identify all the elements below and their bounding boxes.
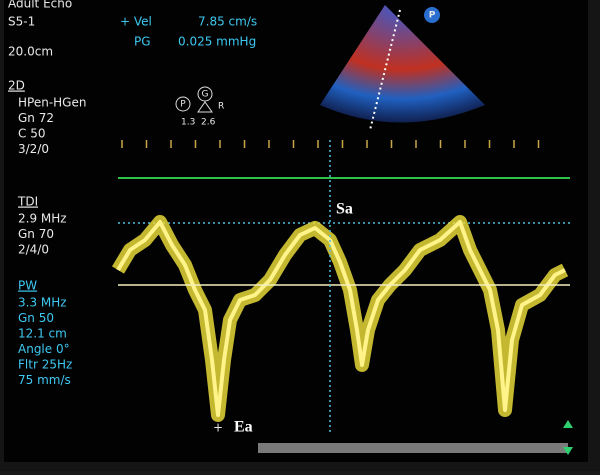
- section-title: 2D: [8, 79, 25, 93]
- icon-label: P: [180, 100, 186, 110]
- setting-line: 75 mm/s: [18, 373, 71, 387]
- setting-line: 2.9 MHz: [18, 212, 67, 226]
- icon-label: G: [202, 90, 209, 100]
- setting-line: 3.3 MHz: [18, 296, 67, 310]
- annotation: Ea: [234, 419, 253, 436]
- setting-line: 2/4/0: [18, 243, 49, 257]
- section-title: PW: [18, 279, 37, 293]
- setting-line: Gn 72: [18, 111, 54, 125]
- setting-line: HPen-HGen: [18, 96, 86, 110]
- probe: S5-1: [8, 15, 35, 29]
- sector-icon-label: P: [429, 11, 436, 21]
- pg-value: 0.025 mmHg: [178, 35, 256, 49]
- pg-label: PG: [134, 35, 151, 49]
- annotation: Sa: [336, 201, 353, 218]
- setting-line: Gn 70: [18, 227, 54, 241]
- vel-value: 7.85 cm/s: [198, 15, 257, 29]
- icon-label: 1.3: [181, 118, 195, 128]
- page: {"header":{"preset":"Adult Echo","probe"…: [0, 0, 600, 471]
- setting-line: Gn 50: [18, 311, 54, 325]
- ultrasound-screen: P Adult Echo S5-1 20.0cm + Vel 7.85 cm/s…: [0, 0, 600, 471]
- depth: 20.0cm: [8, 45, 53, 59]
- cursor-plus: +: [213, 421, 223, 435]
- scroll-bar: [258, 443, 568, 453]
- setting-line: C 50: [18, 127, 45, 141]
- section-title: TDI: [17, 195, 38, 209]
- vel-label: + Vel: [120, 15, 152, 29]
- setting-line: 3/2/0: [18, 142, 49, 156]
- preset: Adult Echo: [8, 0, 72, 11]
- icon-label: R: [218, 102, 224, 112]
- setting-line: Angle 0°: [18, 342, 70, 356]
- icon-label: 2.6: [201, 118, 216, 128]
- setting-line: Fltr 25Hz: [18, 358, 72, 372]
- setting-line: 12.1 cm: [18, 327, 67, 341]
